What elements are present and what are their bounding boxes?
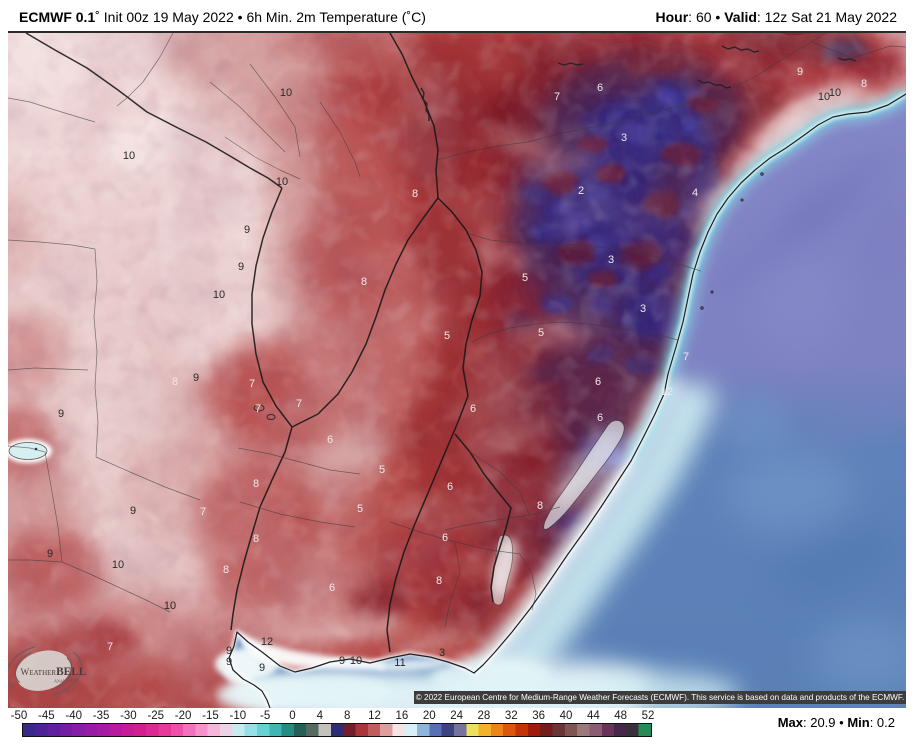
svg-text:9: 9 [797,66,803,78]
svg-text:8: 8 [436,575,442,587]
svg-text:8: 8 [361,276,367,288]
svg-text:10: 10 [112,559,124,571]
svg-text:3: 3 [640,303,646,315]
svg-text:10: 10 [213,289,225,301]
svg-text:9: 9 [339,655,345,667]
svg-text:11: 11 [394,657,405,669]
svg-text:7: 7 [683,351,689,363]
svg-text:9: 9 [58,408,64,420]
svg-text:10: 10 [818,91,830,103]
svg-text:3: 3 [621,132,627,144]
svg-text:12: 12 [661,386,673,398]
svg-text:7: 7 [296,398,302,410]
svg-text:9: 9 [193,372,199,384]
svg-text:8: 8 [253,533,259,545]
svg-text:10: 10 [280,87,292,99]
svg-text:5: 5 [379,464,385,476]
svg-text:5: 5 [538,327,544,339]
svg-text:7: 7 [255,403,261,415]
svg-text:8: 8 [172,376,178,388]
svg-text:7: 7 [107,641,113,653]
svg-text:6: 6 [470,403,476,415]
svg-text:9: 9 [259,662,265,674]
svg-text:5: 5 [444,330,450,342]
svg-text:3: 3 [608,254,614,266]
svg-text:10: 10 [829,87,841,99]
svg-text:9: 9 [130,505,136,517]
svg-text:8: 8 [253,478,259,490]
svg-text:12: 12 [261,636,273,648]
svg-text:5: 5 [357,503,363,515]
svg-text:4: 4 [692,187,698,199]
svg-text:7: 7 [249,378,255,390]
svg-text:9: 9 [244,224,250,236]
svg-text:7: 7 [554,91,560,103]
svg-text:10: 10 [123,150,135,162]
svg-text:3: 3 [439,647,445,659]
svg-text:6: 6 [595,376,601,388]
svg-text:9: 9 [238,261,244,273]
svg-text:7: 7 [200,506,206,518]
svg-text:9: 9 [47,548,53,560]
svg-text:8: 8 [537,500,543,512]
svg-text:WEATHERBELL: WEATHERBELL [21,666,87,678]
svg-text:8: 8 [861,78,867,90]
svg-text:6: 6 [597,82,603,94]
svg-text:5: 5 [522,272,528,284]
svg-text:8: 8 [223,564,229,576]
svg-text:ANALYTICS: ANALYTICS [54,679,78,684]
svg-text:10: 10 [276,176,288,188]
svg-text:6: 6 [447,481,453,493]
svg-text:6: 6 [597,412,603,424]
svg-text:10: 10 [164,600,176,612]
svg-text:8: 8 [412,188,418,200]
svg-text:10: 10 [350,655,362,667]
svg-text:2: 2 [578,185,584,197]
svg-text:9: 9 [226,645,232,657]
svg-text:6: 6 [329,582,335,594]
svg-text:6: 6 [327,434,333,446]
svg-text:9: 9 [226,656,232,668]
svg-text:6: 6 [442,532,448,544]
